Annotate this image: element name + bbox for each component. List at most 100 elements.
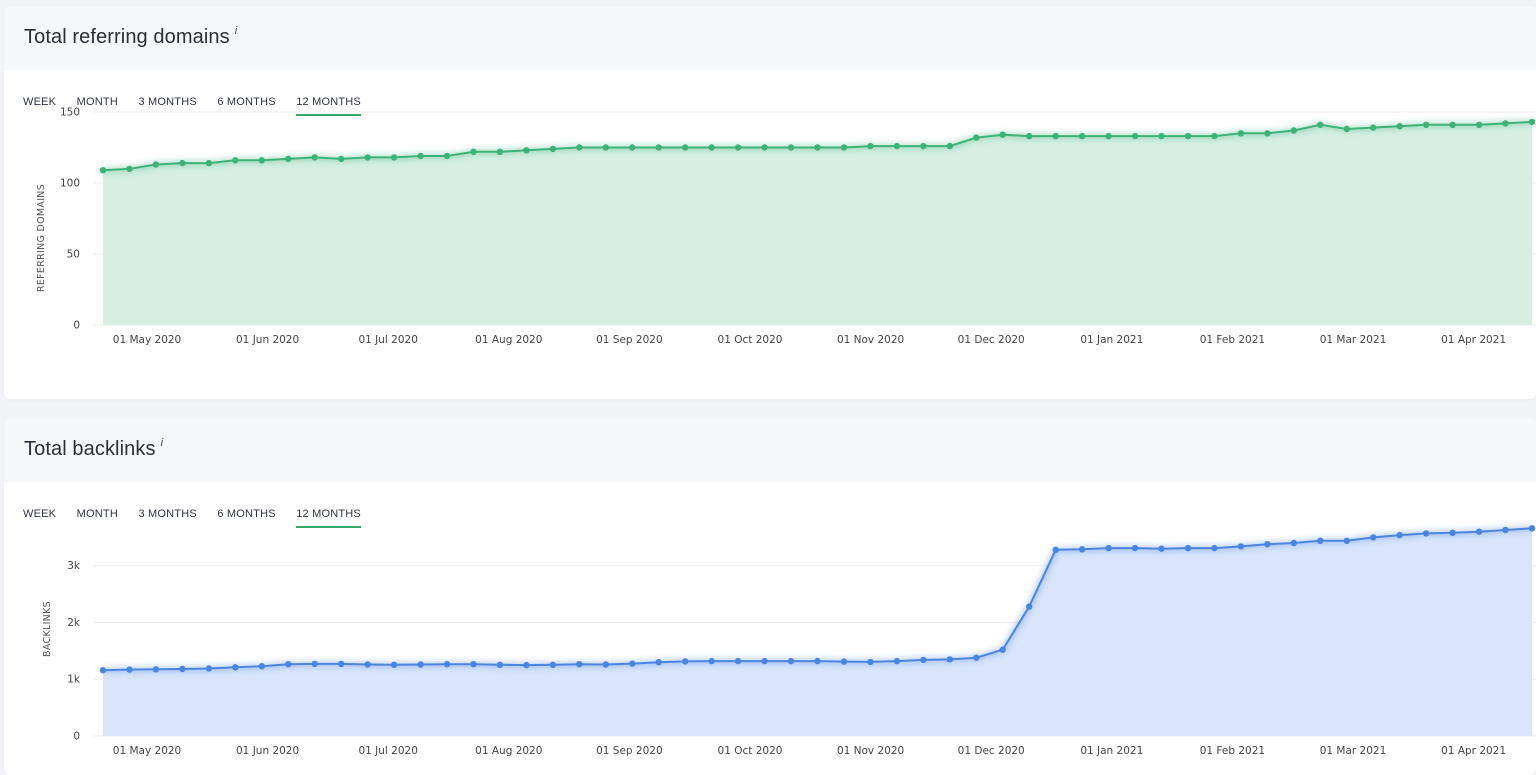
data-point (1502, 526, 1509, 534)
data-point (364, 154, 371, 161)
tab-12-months[interactable]: 12 MONTHS (296, 96, 361, 116)
x-tick-label: 01 Dec 2020 (958, 745, 1025, 757)
data-point (1475, 528, 1483, 535)
data-point (364, 661, 371, 668)
data-point (734, 657, 742, 665)
data-point (655, 659, 662, 666)
x-tick-label: 01 Apr 2021 (1441, 334, 1506, 346)
y-tick-label: 1k (67, 674, 81, 686)
data-point (1396, 531, 1403, 539)
tab-6-months[interactable]: 6 MONTHS (217, 508, 276, 520)
x-tick-label: 01 May 2020 (113, 334, 181, 346)
data-point (1158, 545, 1165, 552)
data-point (973, 654, 980, 661)
y-tick-label: 3k (67, 560, 81, 572)
data-point (390, 661, 398, 668)
tab-3-months[interactable]: 3 MONTHS (138, 508, 197, 520)
x-tick-label: 01 Aug 2020 (475, 334, 542, 346)
x-tick-label: 01 Sep 2020 (596, 745, 663, 757)
data-point (179, 159, 186, 167)
data-point (1078, 546, 1086, 553)
data-point (338, 155, 345, 163)
panel-header (4, 6, 1536, 70)
data-point (1370, 124, 1377, 131)
data-point (417, 152, 424, 160)
tab-6-months[interactable]: 6 MONTHS (217, 96, 276, 108)
panel-title: Total backlinks i (24, 437, 164, 460)
tab-month[interactable]: MONTH (76, 96, 118, 108)
tab-week[interactable]: WEEK (23, 96, 57, 108)
x-tick-label: 01 Jul 2020 (358, 745, 417, 757)
data-point (285, 661, 292, 668)
data-point (390, 154, 398, 161)
data-point (1290, 539, 1298, 547)
data-point (602, 144, 609, 151)
data-point (787, 144, 795, 151)
data-point (973, 134, 980, 141)
data-point (523, 147, 530, 154)
panel-title: Total referring domains i (24, 25, 238, 48)
data-point (682, 144, 689, 151)
data-point (311, 154, 318, 161)
data-point (258, 157, 265, 164)
data-point (1396, 123, 1403, 130)
data-point (946, 656, 953, 663)
panel-header (4, 418, 1536, 482)
data-point (1131, 544, 1139, 552)
data-point (311, 660, 318, 668)
data-point (232, 664, 239, 671)
data-point (443, 152, 451, 160)
y-axis-label: BACKLINKS (42, 601, 53, 657)
data-point (258, 663, 265, 670)
x-tick-label: 01 Oct 2020 (718, 745, 783, 757)
tab-week[interactable]: WEEK (23, 508, 57, 520)
data-point (867, 142, 874, 150)
data-point (99, 167, 107, 174)
data-point (496, 661, 504, 668)
y-tick-label: 150 (60, 107, 80, 119)
data-point (893, 142, 901, 150)
tab-12-months[interactable]: 12 MONTHS (296, 508, 361, 528)
data-point (1158, 132, 1165, 140)
data-point (999, 131, 1006, 138)
x-tick-label: 01 Jan 2021 (1080, 334, 1143, 346)
data-point (1078, 132, 1086, 140)
data-point (682, 658, 689, 665)
data-point (1528, 525, 1536, 532)
data-point (1105, 132, 1112, 140)
backlinks-panel: Total backlinks i WEEK MONTH 3 MONTHS 6 M… (4, 418, 1536, 775)
data-point (1528, 118, 1536, 126)
data-point (496, 148, 504, 155)
tab-month[interactable]: MONTH (76, 508, 118, 520)
data-point (1317, 121, 1324, 128)
x-tick-label: 01 Aug 2020 (475, 745, 542, 757)
x-tick-label: 01 Jun 2020 (236, 745, 299, 757)
data-point (1422, 530, 1430, 537)
tab-3-months[interactable]: 3 MONTHS (138, 96, 197, 108)
data-point (126, 666, 133, 673)
info-icon[interactable]: i (234, 25, 238, 37)
y-tick-label: 0 (73, 320, 80, 332)
info-icon[interactable]: i (160, 437, 164, 449)
x-tick-label: 01 Jun 2020 (236, 334, 299, 346)
x-tick-label: 01 Jan 2021 (1080, 745, 1143, 757)
data-point (1237, 543, 1245, 550)
data-point (814, 657, 821, 665)
data-point (761, 144, 768, 151)
data-point (946, 142, 953, 150)
data-point (99, 667, 107, 674)
time-range-tabs: WEEK MONTH 3 MONTHS 6 MONTHS 12 MONTHS (23, 504, 377, 534)
data-point (152, 666, 160, 673)
x-tick-label: 01 Dec 2020 (958, 334, 1025, 346)
data-point (443, 661, 451, 668)
data-point (1026, 132, 1033, 140)
data-point (1052, 132, 1059, 140)
data-point (1317, 537, 1324, 544)
data-point (1237, 130, 1245, 137)
x-tick-label: 01 Jul 2020 (358, 334, 417, 346)
data-point (1502, 120, 1509, 127)
data-point (549, 145, 557, 153)
x-tick-label: 01 Mar 2021 (1320, 334, 1387, 346)
data-point (1343, 125, 1351, 133)
data-point (920, 142, 927, 150)
